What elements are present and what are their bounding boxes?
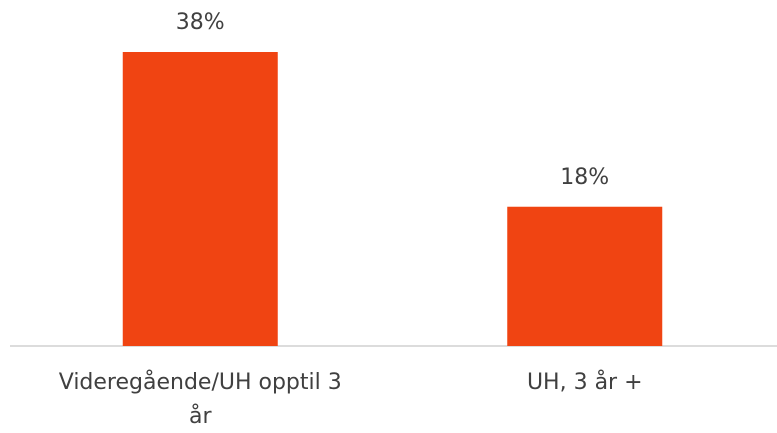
data-label: 18%	[560, 164, 610, 190]
x-tick-label: Videregående/UH opptil 3 år	[58, 370, 342, 429]
x-tick-label: UH, 3 år +	[526, 370, 643, 395]
bar	[122, 52, 278, 346]
bar	[507, 206, 663, 346]
data-label: 38%	[175, 10, 225, 35]
